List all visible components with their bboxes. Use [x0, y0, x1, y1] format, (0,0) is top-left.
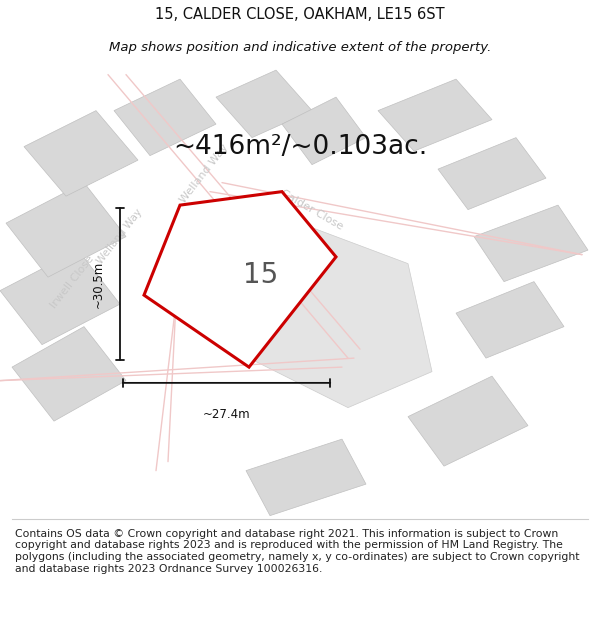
Polygon shape [282, 97, 366, 164]
Polygon shape [474, 205, 588, 282]
Polygon shape [246, 439, 366, 516]
Polygon shape [6, 182, 126, 277]
Text: ~30.5m: ~30.5m [92, 260, 105, 308]
Polygon shape [24, 111, 138, 196]
Text: Welland Way: Welland Way [95, 207, 145, 266]
Polygon shape [228, 219, 432, 408]
Polygon shape [12, 327, 126, 421]
Text: ~416m²/~0.103ac.: ~416m²/~0.103ac. [173, 134, 427, 159]
Text: 15: 15 [244, 261, 278, 289]
Text: Irwell Close: Irwell Close [49, 253, 95, 310]
Text: ~27.4m: ~27.4m [203, 408, 250, 421]
Text: 15, CALDER CLOSE, OAKHAM, LE15 6ST: 15, CALDER CLOSE, OAKHAM, LE15 6ST [155, 7, 445, 22]
Polygon shape [456, 282, 564, 358]
Text: Calder Close: Calder Close [279, 188, 345, 231]
Text: Contains OS data © Crown copyright and database right 2021. This information is : Contains OS data © Crown copyright and d… [15, 529, 580, 574]
Text: Welland Way: Welland Way [178, 142, 230, 205]
Polygon shape [114, 79, 216, 156]
Polygon shape [408, 376, 528, 466]
Polygon shape [0, 250, 120, 344]
Text: Map shows position and indicative extent of the property.: Map shows position and indicative extent… [109, 41, 491, 54]
Polygon shape [144, 192, 336, 367]
Polygon shape [216, 70, 312, 138]
Polygon shape [378, 79, 492, 151]
Polygon shape [438, 138, 546, 209]
